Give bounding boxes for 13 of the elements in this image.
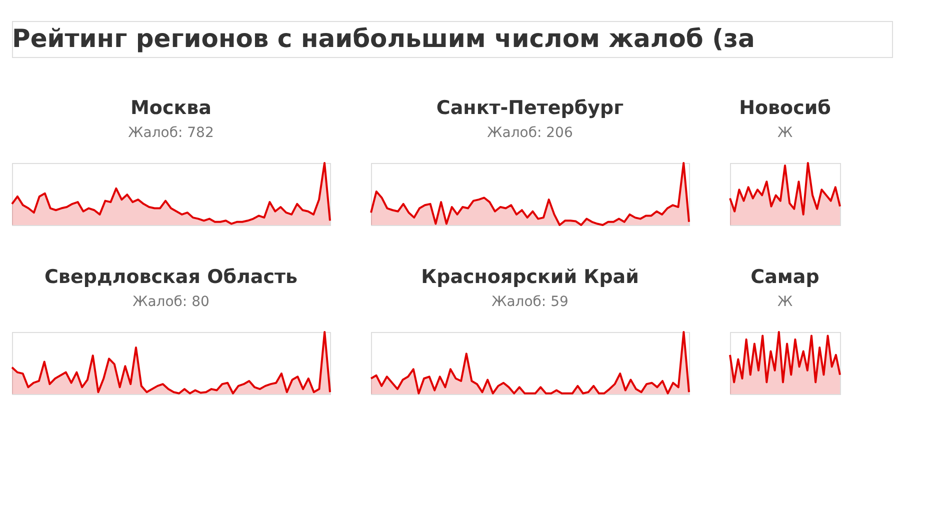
chart-title: Красноярский Край xyxy=(421,266,639,288)
text: Рейтинг регионов с наибольшим числом жалоб (за xyxy=(12,24,755,53)
chart-subtitle: Ж xyxy=(777,125,793,141)
chart-title: Свердловская Область xyxy=(44,266,298,288)
chart-subtitle: Жалоб: 206 xyxy=(487,125,573,141)
chart-subtitle: Ж xyxy=(777,294,793,310)
chart-title: Новосиб xyxy=(739,97,831,119)
chart-subtitle: Жалоб: 59 xyxy=(492,294,568,310)
chart-subtitle: Жалоб: 782 xyxy=(128,125,214,141)
chart-title: Самар xyxy=(750,266,820,288)
chart-title: Санкт-Петербург xyxy=(436,97,624,119)
chart-title: Москва xyxy=(130,97,212,119)
chart-subtitle: Жалоб: 80 xyxy=(132,294,210,310)
